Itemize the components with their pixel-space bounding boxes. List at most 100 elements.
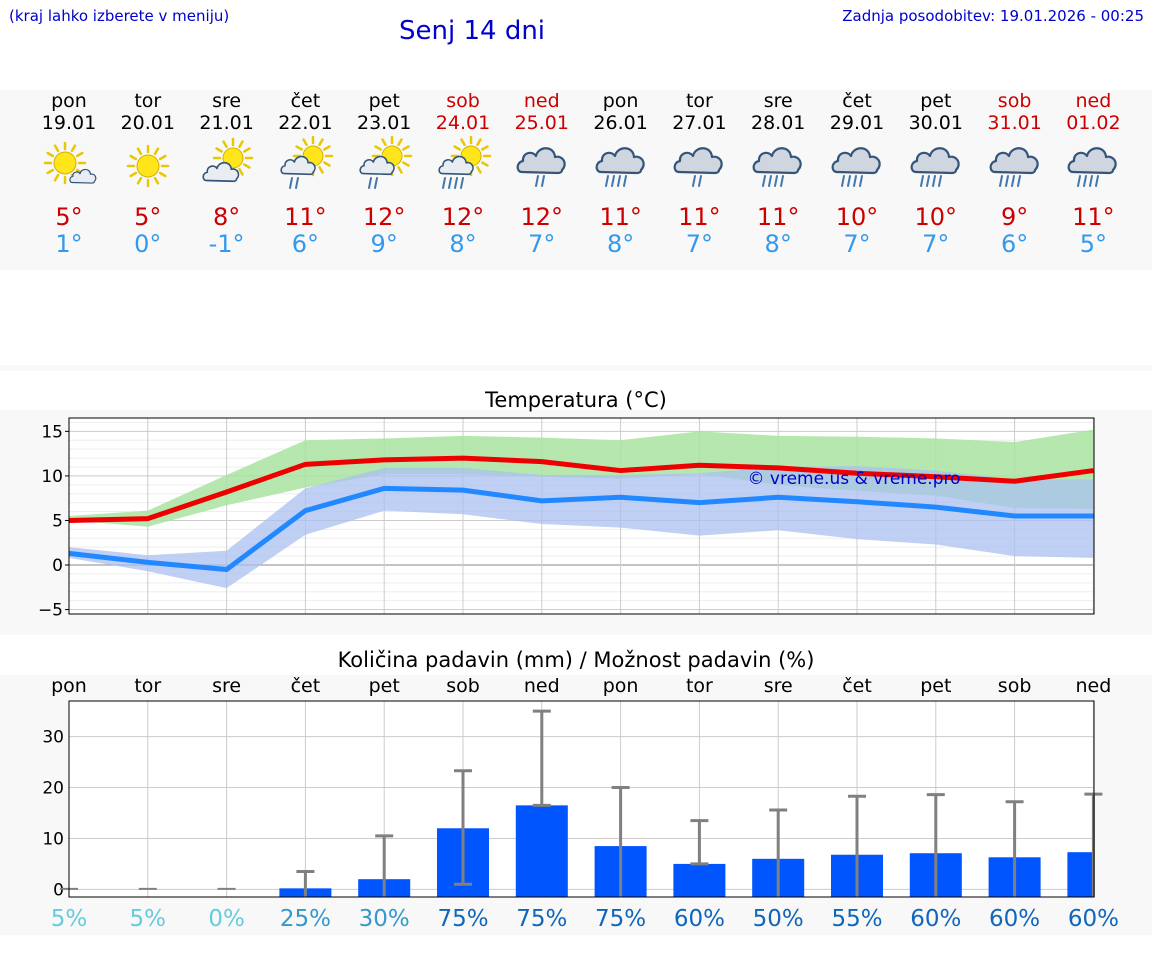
- plot-frame: [68, 417, 1095, 615]
- max-temperature: 11°: [1072, 203, 1115, 231]
- precipitation-chart: 0 10 20 30 pon tor sre čet pet sob ned pon tor sre čet…: [42, 675, 1119, 932]
- precipitation-probability: 0%: [208, 906, 245, 932]
- max-temperature: 12°: [441, 203, 485, 231]
- x-category-label: čet: [842, 675, 872, 697]
- cloud-icon: [595, 147, 645, 175]
- cloud-shape: [1067, 147, 1118, 175]
- rain-drops: [289, 177, 300, 189]
- cloud-icon: [359, 155, 395, 176]
- day-date: 23.01: [356, 112, 412, 134]
- day-name: sob: [446, 90, 480, 112]
- cloud-icon: [69, 168, 97, 184]
- sun-ray: [323, 161, 332, 167]
- precipitation-probability: 60%: [1068, 906, 1119, 932]
- rain-drop: [937, 175, 942, 187]
- day-name: pet: [368, 90, 400, 112]
- cloud-heavy-rain-icon: [910, 147, 960, 187]
- day-column: čet 29.01 10° 7°: [817, 90, 897, 258]
- cloud-icon: [673, 147, 724, 175]
- sun-icon: [126, 144, 170, 188]
- rain-drops: [919, 175, 942, 187]
- min-temperature-line: [68, 485, 1094, 572]
- sun-ray: [129, 171, 137, 178]
- day-date: 19.01: [41, 112, 97, 134]
- y-tick-label: 10: [42, 829, 64, 849]
- x-category-label: ned: [524, 675, 560, 697]
- rain-drop: [780, 175, 785, 187]
- sun-ray: [153, 176, 160, 185]
- sun-icon: [43, 141, 87, 185]
- rain-drop: [698, 175, 703, 187]
- cloud-heavy-rain-icon: [752, 147, 802, 187]
- cloud-icon: [1067, 147, 1118, 175]
- rain-drops: [841, 175, 863, 187]
- precipitation-probability: 25%: [280, 906, 331, 932]
- rain-drop: [534, 175, 539, 187]
- rain-drop: [1004, 175, 1009, 187]
- max-temperature: 10°: [914, 203, 958, 231]
- sun-ray: [402, 145, 410, 151]
- day-date: 28.01: [750, 112, 806, 134]
- precipitation-probability: 60%: [910, 906, 961, 932]
- x-category-label: sre: [212, 675, 241, 697]
- sun-ray: [53, 144, 60, 153]
- day-date: 26.01: [593, 112, 648, 134]
- sun-ray: [46, 151, 55, 158]
- rain-drop: [460, 177, 464, 189]
- location-hint: (kraj lahko izberete v meniju): [9, 7, 230, 25]
- sun-icon: [126, 144, 170, 188]
- cloud-icon: [438, 155, 474, 176]
- day-name: čet: [290, 90, 321, 112]
- x-category-label: pon: [603, 675, 639, 697]
- sun-ray: [302, 138, 309, 146]
- rain-drop: [295, 177, 300, 189]
- daily-forecast-strip: pon 19.01 5° 1° tor 20.01 5° 0° sre 21.01 8° -1° čet…: [0, 90, 1152, 270]
- sun-ray: [237, 140, 244, 148]
- rain-drop: [859, 175, 863, 187]
- day-name: čet: [842, 90, 872, 112]
- sun-ray: [153, 147, 160, 156]
- rain-drop: [622, 175, 627, 187]
- rain-drop: [768, 175, 773, 187]
- sun-cloud-rain-icon: [359, 136, 413, 189]
- rain-drop: [774, 175, 779, 187]
- x-category-label: čet: [291, 675, 321, 697]
- rain-drop: [374, 177, 379, 189]
- day-date: 25.01: [514, 112, 569, 134]
- cloud-heavy-rain-icon: [1067, 147, 1118, 187]
- max-temperature: 9°: [1000, 203, 1029, 231]
- sun-disc: [136, 154, 160, 178]
- day-name: sre: [763, 90, 793, 112]
- rain-drop: [998, 175, 1003, 187]
- y-tick-label: 5: [52, 511, 63, 531]
- temperature-chart: −5 0 5 10 15 © vreme.us & vreme.pro: [38, 417, 1095, 621]
- cloud-rain-icon: [516, 147, 566, 187]
- sun-ray: [481, 161, 489, 167]
- y-tick-label: 15: [41, 422, 63, 442]
- y-tick-label: 20: [42, 779, 64, 799]
- sun-ray: [136, 147, 143, 156]
- day-name: sob: [997, 90, 1032, 112]
- sun-ray: [242, 163, 251, 169]
- rain-drop: [1083, 175, 1088, 187]
- cloud-icon: [516, 147, 566, 175]
- x-category-label: tor: [686, 675, 713, 697]
- max-temperature: 12°: [362, 203, 406, 231]
- min-temperature: 6°: [291, 230, 320, 258]
- sun-ray: [242, 147, 251, 153]
- min-temperature: -1°: [208, 230, 245, 258]
- precipitation-probability: 60%: [674, 906, 725, 932]
- sun-ray: [453, 145, 461, 151]
- plot-frame: [68, 700, 1095, 898]
- day-column: tor 20.01 5° 0°: [108, 90, 188, 258]
- y-tick-label: 10: [41, 467, 63, 487]
- rain-drop: [847, 175, 851, 187]
- precipitation-probability: 5%: [130, 906, 167, 932]
- rain-drop: [454, 177, 458, 189]
- cloud-icon: [989, 147, 1039, 175]
- rain-drops: [604, 175, 627, 187]
- rain-drop: [540, 175, 545, 187]
- sun-disc: [53, 151, 77, 175]
- rain-drop: [692, 175, 697, 187]
- sun-ray: [374, 145, 383, 151]
